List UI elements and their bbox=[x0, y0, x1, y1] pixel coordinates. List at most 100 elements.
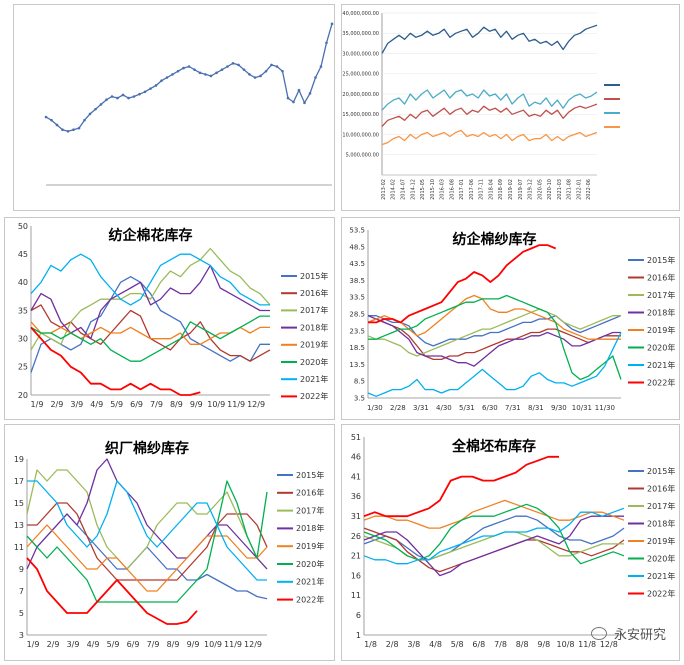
y-tick-label: 10,000,000.00 bbox=[342, 132, 379, 138]
y-tick-label: 28.5 bbox=[349, 310, 365, 318]
chart-title: 全棉坯布库存 bbox=[451, 438, 536, 455]
series-line-5 bbox=[368, 294, 622, 381]
data-point bbox=[160, 79, 163, 83]
chart-panel-mid-left: 20 25 30 35 40 45 50 1/9 2/9 3/9 4/9 5/9 6/9 7/9 8/9 9/… bbox=[4, 217, 335, 420]
data-point bbox=[105, 98, 108, 101]
y-tick-label: 20 bbox=[18, 391, 28, 400]
x-tick-label: 6/30 bbox=[482, 404, 498, 412]
series-line-0 bbox=[45, 23, 333, 132]
data-point bbox=[325, 41, 328, 45]
x-tick-label: 3/9 bbox=[67, 640, 80, 649]
y-tick-label: 11 bbox=[351, 591, 361, 600]
x-tick-label: 4/8 bbox=[429, 640, 442, 649]
x-tick-label: 2022-06 bbox=[586, 179, 592, 200]
data-point bbox=[248, 73, 251, 76]
series-line-4 bbox=[367, 294, 621, 340]
y-tick-label: 35,000,000.00 bbox=[342, 31, 379, 37]
x-tick-label: 9/30 bbox=[551, 404, 567, 412]
legend-label: 2017年 bbox=[296, 505, 324, 515]
x-tick-label: 2017-11 bbox=[479, 179, 485, 200]
x-tick-label: 6/9 bbox=[127, 640, 140, 649]
y-tick-label: 13 bbox=[14, 521, 24, 530]
x-tick-label: 12/8 bbox=[600, 640, 618, 649]
x-tick-label: 1/9 bbox=[31, 400, 44, 409]
legend-label: 2017年 bbox=[300, 305, 328, 315]
x-tick-label: 9/9 bbox=[190, 400, 203, 409]
legend-label: 2018年 bbox=[300, 322, 328, 332]
x-tick-label: 2016-08 bbox=[449, 179, 455, 200]
chart-svg-top-right: 5,000,000.00 10,000,000.00 15,000,000.00 20… bbox=[342, 11, 620, 200]
data-point bbox=[149, 87, 152, 90]
y-tick-label: 41 bbox=[351, 472, 361, 481]
series-line-0 bbox=[381, 24, 598, 54]
data-point bbox=[72, 128, 75, 131]
x-tick-label: 10/9 bbox=[204, 640, 222, 649]
legend-label: 2016年 bbox=[296, 488, 324, 498]
data-point bbox=[226, 65, 229, 68]
x-tick-label: 8/31 bbox=[528, 404, 544, 412]
y-tick-label: 15 bbox=[14, 499, 24, 508]
y-tick-label: 43.5 bbox=[349, 260, 365, 268]
x-tick-label: 2020-05 bbox=[537, 179, 543, 200]
data-point bbox=[116, 96, 119, 100]
x-tick-label: 6/8 bbox=[472, 640, 485, 649]
data-point bbox=[242, 68, 246, 71]
y-tick-label: 21 bbox=[351, 552, 361, 561]
x-tick-label: 8/9 bbox=[167, 640, 180, 649]
series-line-2 bbox=[26, 469, 268, 570]
x-tick-label: 4/9 bbox=[87, 640, 100, 649]
series-line-2 bbox=[30, 247, 271, 351]
data-point bbox=[138, 92, 141, 96]
chart-title: 纺企棉纱库存 bbox=[453, 231, 537, 248]
data-point bbox=[220, 68, 224, 71]
data-point bbox=[132, 95, 136, 98]
series-line-3 bbox=[367, 315, 621, 367]
y-tick-label: 11 bbox=[14, 543, 24, 552]
data-point bbox=[259, 74, 262, 78]
y-tick-label: 30,000,000.00 bbox=[342, 51, 379, 57]
y-tick-label: 8.5 bbox=[354, 378, 365, 386]
series-line-4 bbox=[363, 499, 625, 529]
x-tick-label: 12/9 bbox=[247, 400, 265, 409]
series-line-1 bbox=[30, 304, 271, 362]
series-line-7 bbox=[30, 326, 201, 396]
legend-label: 2022年 bbox=[647, 588, 675, 598]
series-line-3 bbox=[26, 458, 268, 570]
series-line-1 bbox=[367, 318, 621, 361]
x-tick-label: 2/8 bbox=[386, 640, 399, 649]
data-point bbox=[292, 100, 295, 104]
data-point bbox=[198, 71, 202, 75]
wechat-icon bbox=[590, 627, 607, 640]
x-tick-label: 2014-02 bbox=[391, 179, 397, 200]
legend-label: 2015年 bbox=[296, 470, 324, 480]
chart-svg-top-left bbox=[44, 22, 334, 186]
x-tick-label: 2020-10 bbox=[547, 179, 553, 200]
legend-label: 2018年 bbox=[647, 518, 675, 528]
data-point bbox=[231, 62, 235, 65]
legend-label: 2015年 bbox=[647, 255, 675, 265]
x-tick-label: 2019-07 bbox=[518, 179, 524, 200]
x-tick-label: 8/8 bbox=[516, 640, 529, 649]
x-tick-label: 2016-03 bbox=[440, 179, 446, 200]
x-tick-label: 11/9 bbox=[227, 400, 245, 409]
data-point bbox=[187, 65, 191, 68]
x-tick-label: 11/9 bbox=[224, 640, 242, 649]
y-tick-label: 13.5 bbox=[349, 361, 365, 369]
series-line-6 bbox=[363, 507, 625, 565]
y-tick-label: 23.5 bbox=[349, 327, 365, 335]
x-tick-label: 2018-04 bbox=[488, 179, 494, 200]
data-point bbox=[209, 74, 213, 78]
chart-svg-mid-left: 20 25 30 35 40 45 50 1/9 2/9 3/9 4/9 5/9 6/9 7/9 8/9 9/… bbox=[18, 222, 329, 409]
x-tick-label: 7/8 bbox=[494, 640, 507, 649]
data-point bbox=[110, 95, 114, 98]
x-tick-label: 5/9 bbox=[107, 640, 120, 649]
y-tick-label: 3.5 bbox=[354, 394, 365, 402]
chart-panel-bottom-right: 1 6 11 16 21 26 31 36 41 46 51 1/8 2/8 3/8 4/8 5/8 6/8 7/… bbox=[341, 424, 680, 661]
data-point bbox=[297, 88, 301, 92]
x-tick-label: 7/9 bbox=[150, 400, 163, 409]
legend-label: 2016年 bbox=[300, 288, 328, 298]
legend-label: 2022年 bbox=[647, 377, 675, 387]
x-tick-label: 9/9 bbox=[187, 640, 200, 649]
data-point bbox=[253, 76, 257, 79]
data-point bbox=[127, 96, 130, 100]
